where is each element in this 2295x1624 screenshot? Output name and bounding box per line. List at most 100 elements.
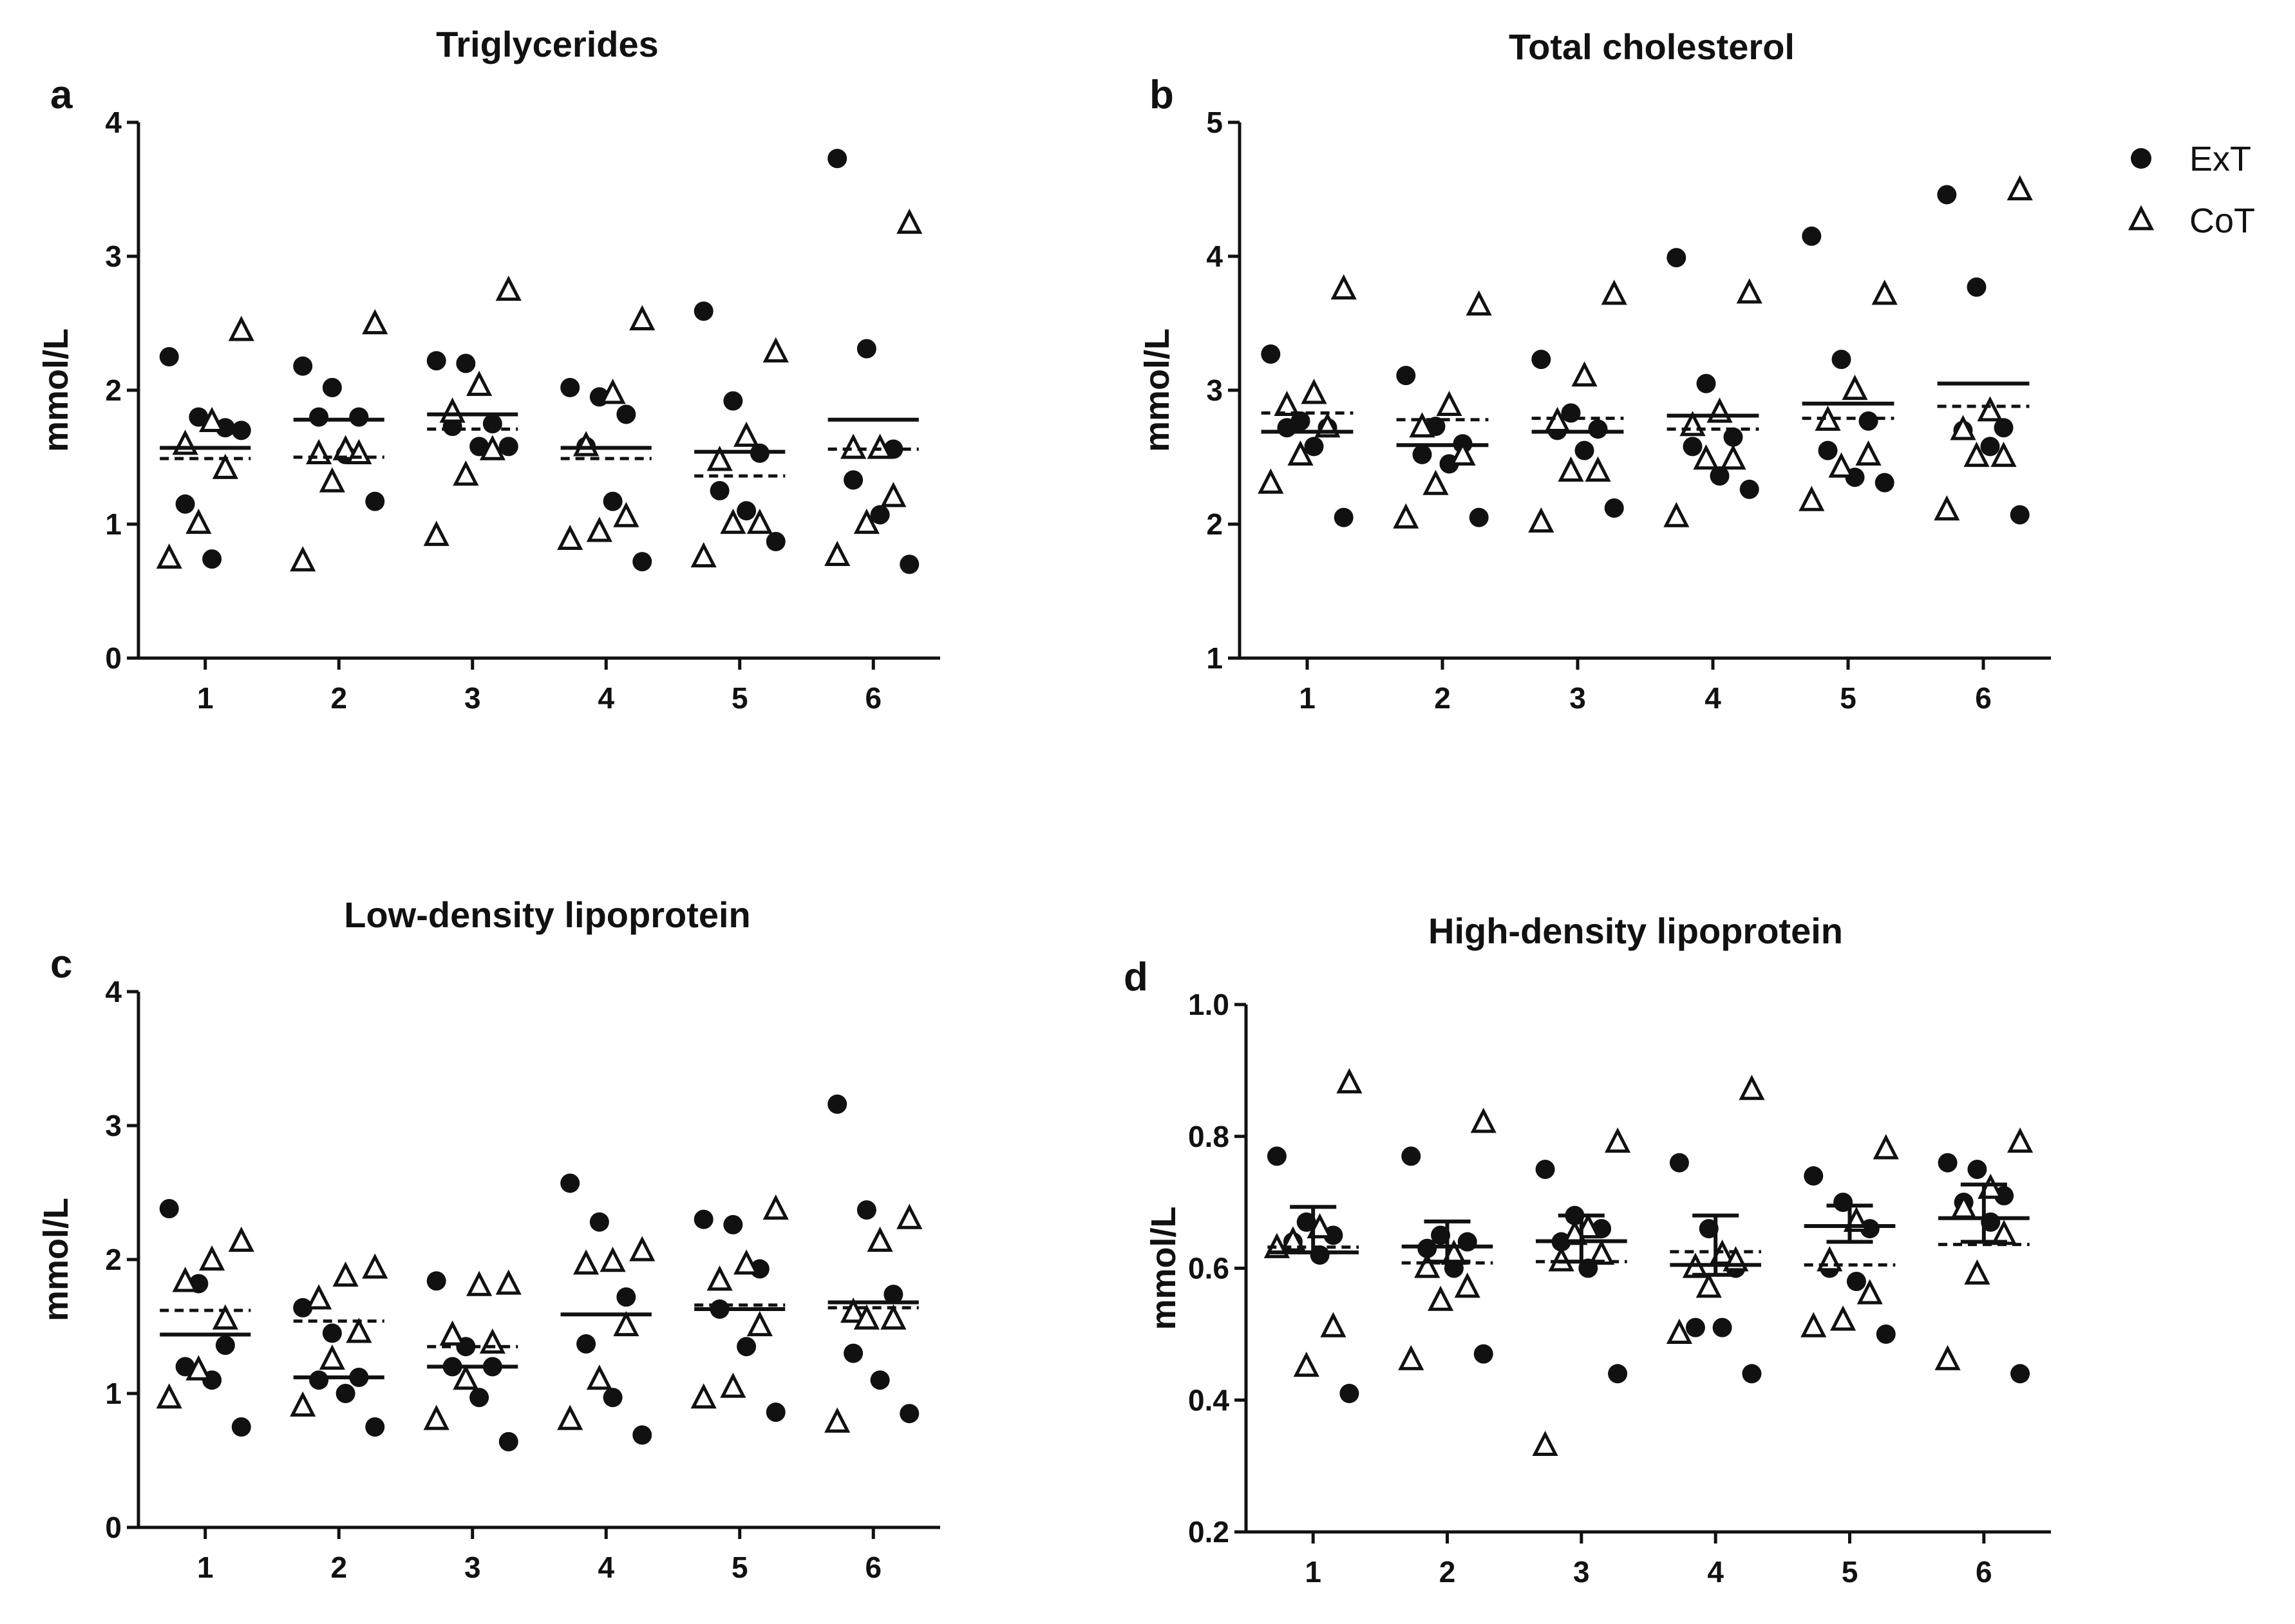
cot-point	[720, 508, 746, 534]
y-tick-label: 0.2	[1188, 1515, 1229, 1549]
y-tick-label: 3	[1206, 373, 1223, 407]
y-tick-label: 4	[105, 106, 122, 139]
y-axis-label: mmol/L	[37, 328, 75, 452]
ext-point	[1804, 1166, 1824, 1186]
ext-point	[1267, 1146, 1287, 1166]
ext-point	[1304, 437, 1324, 457]
cot-point	[1950, 415, 1976, 440]
cot-point	[824, 540, 851, 567]
cot-point	[479, 1328, 505, 1354]
ext-point	[1401, 1146, 1421, 1166]
ext-point	[1669, 1153, 1689, 1173]
panel-letter: d	[1124, 955, 1148, 999]
cot-point	[557, 524, 583, 551]
ext-point	[1396, 366, 1416, 386]
ext-point	[1831, 350, 1851, 370]
ext-point	[1412, 444, 1432, 464]
ext-point	[365, 1417, 385, 1437]
cot-point	[1274, 390, 1300, 417]
ext-point	[322, 377, 342, 397]
cot-point	[185, 1355, 212, 1381]
legend: ExT CoT	[2128, 140, 2255, 240]
ext-point	[231, 420, 251, 440]
cot-point	[1604, 1127, 1631, 1153]
cot-point	[1977, 396, 2003, 422]
ext-point	[322, 1323, 342, 1343]
ext-point	[1739, 479, 1759, 499]
ext-point	[900, 1404, 920, 1424]
ext-point	[498, 437, 518, 457]
ext-point	[293, 356, 313, 376]
y-tick-label: 2	[105, 373, 122, 407]
y-tick-label: 0	[105, 1511, 122, 1544]
cot-point	[1736, 278, 1762, 304]
ext-point	[603, 491, 623, 511]
ext-point	[694, 1209, 713, 1229]
y-tick-label: 1	[1206, 641, 1223, 675]
x-tick-label: 1	[197, 681, 214, 715]
legend-label: ExT	[2189, 140, 2251, 178]
y-tick-label: 4	[105, 975, 122, 1008]
panel-title: Total cholesterol	[1509, 26, 1795, 67]
x-tick-label: 1	[1299, 681, 1316, 715]
x-tick-label: 5	[1842, 1555, 1858, 1589]
y-tick-label: 1	[105, 1377, 122, 1410]
ext-point	[883, 1285, 903, 1305]
cot-point	[824, 1407, 851, 1433]
cot-point	[290, 546, 316, 572]
panel-title: Low-density lipoprotein	[344, 894, 751, 935]
cot-point	[2007, 175, 2033, 201]
cot-point	[1414, 1252, 1440, 1278]
ext-point	[710, 481, 730, 500]
y-tick-label: 0.8	[1188, 1120, 1229, 1153]
cot-point	[1934, 1345, 1961, 1370]
ext-point	[603, 1388, 623, 1408]
ext-point	[215, 418, 235, 438]
ext-point	[365, 491, 385, 511]
ext-point	[844, 1343, 864, 1363]
cot-point	[212, 453, 238, 479]
ext-point	[309, 407, 329, 427]
ext-point	[175, 1357, 195, 1377]
cot-point	[1293, 1351, 1319, 1377]
cot-point	[1436, 390, 1462, 417]
cot-point	[495, 276, 522, 301]
cot-point	[1336, 1068, 1363, 1093]
y-tick-label: 3	[105, 1109, 122, 1142]
x-tick-label: 2	[330, 1551, 347, 1584]
x-tick-label: 5	[732, 1551, 748, 1584]
x-tick-label: 5	[1840, 681, 1856, 715]
cot-point	[1663, 502, 1690, 527]
cot-point	[586, 516, 612, 542]
cot-point	[746, 508, 773, 534]
ext-point	[827, 1094, 847, 1114]
ext-point	[1473, 1344, 1493, 1364]
ext-point	[616, 1287, 636, 1307]
ext-point	[1858, 411, 1878, 431]
ext-point	[1417, 1238, 1437, 1258]
ext-point	[632, 1425, 652, 1445]
ext-point	[576, 1334, 596, 1354]
cot-point	[1693, 444, 1719, 470]
ext-point	[1531, 350, 1551, 370]
panel-d: High-density lipoprotein d 0.2 0.4 0.6 0.8 1.0…	[1124, 911, 2051, 1589]
cot-point	[453, 460, 479, 486]
cot-point	[762, 337, 789, 363]
cot-point	[453, 1364, 479, 1390]
cot-point	[1585, 456, 1611, 482]
ext-point	[1696, 373, 1716, 393]
ext-point	[469, 437, 489, 457]
cot-point	[600, 1247, 626, 1272]
panel-b: Total cholesterol b 1 2 3 4 5 1 2 3 4 5 6 mmol/L	[1138, 26, 2051, 715]
cot-point	[896, 1204, 923, 1229]
cot-point	[853, 1304, 880, 1330]
ext-point	[1723, 427, 1743, 447]
cot-point	[332, 1261, 359, 1287]
cot-point	[600, 379, 626, 404]
y-tick-label: 0.4	[1188, 1383, 1229, 1417]
ext-point	[456, 354, 476, 373]
ext-point	[1535, 1159, 1555, 1179]
ext-point	[1876, 1324, 1896, 1344]
ext-point	[1604, 498, 1624, 518]
cot-point	[466, 370, 493, 396]
